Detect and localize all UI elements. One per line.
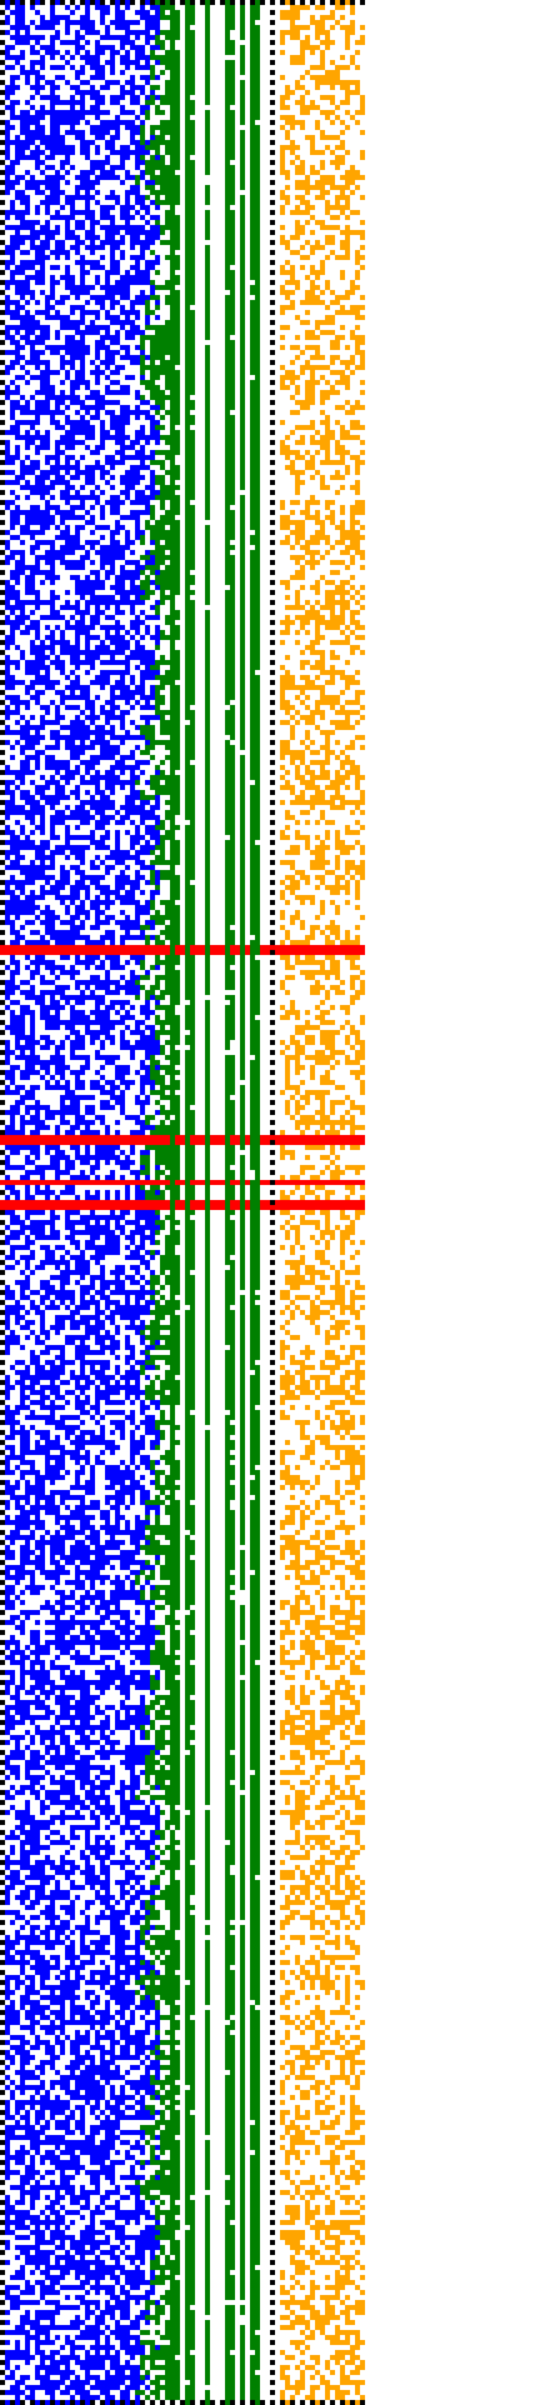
matrix-heatmap — [0, 0, 540, 2405]
